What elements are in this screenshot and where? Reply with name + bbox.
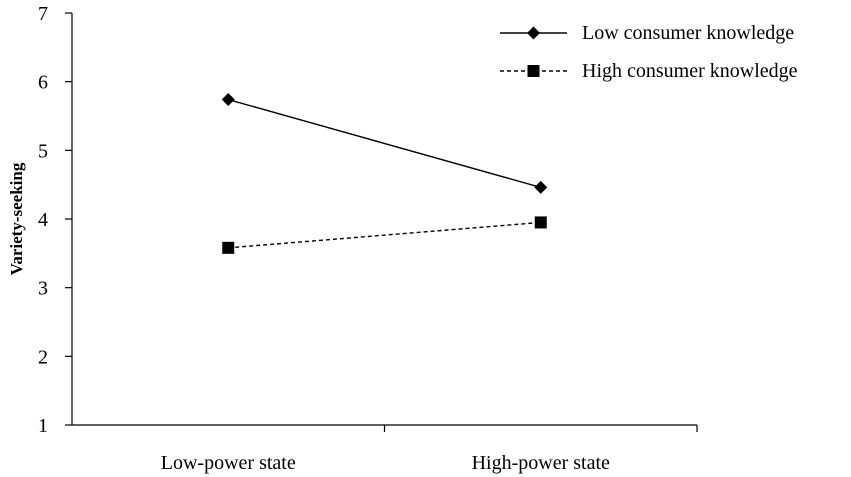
legend: Low consumer knowledge High consumer know… xyxy=(500,22,798,82)
y-ticks: 1 2 3 4 5 6 7 xyxy=(38,3,72,437)
diamond-marker xyxy=(527,26,540,40)
diamond-marker xyxy=(534,180,548,194)
diamond-marker xyxy=(221,93,235,107)
series-group xyxy=(221,93,548,254)
y-tick-label: 6 xyxy=(38,72,48,94)
series-2 xyxy=(222,216,547,254)
legend-item: High consumer knowledge xyxy=(500,60,798,82)
x-ticks: Low-power state High-power state xyxy=(161,425,698,474)
square-marker xyxy=(534,216,547,229)
square-marker xyxy=(527,65,540,77)
y-tick-label: 5 xyxy=(38,140,48,162)
legend-item: Low consumer knowledge xyxy=(500,22,794,44)
y-axis-label: Variety-seeking xyxy=(7,162,26,275)
y-tick-label: 3 xyxy=(38,278,48,300)
x-tick-label: Low-power state xyxy=(161,452,296,474)
series-line xyxy=(228,98,541,189)
x-tick-label: High-power state xyxy=(472,452,610,474)
series-line xyxy=(228,221,541,249)
y-tick-label: 1 xyxy=(38,415,48,437)
y-tick-label: 4 xyxy=(38,209,48,231)
legend-label: High consumer knowledge xyxy=(582,60,798,82)
series-1 xyxy=(221,93,548,194)
legend-label: Low consumer knowledge xyxy=(582,22,794,44)
y-tick-label: 2 xyxy=(38,346,48,368)
y-tick-label: 7 xyxy=(38,3,48,25)
square-marker xyxy=(222,241,235,254)
